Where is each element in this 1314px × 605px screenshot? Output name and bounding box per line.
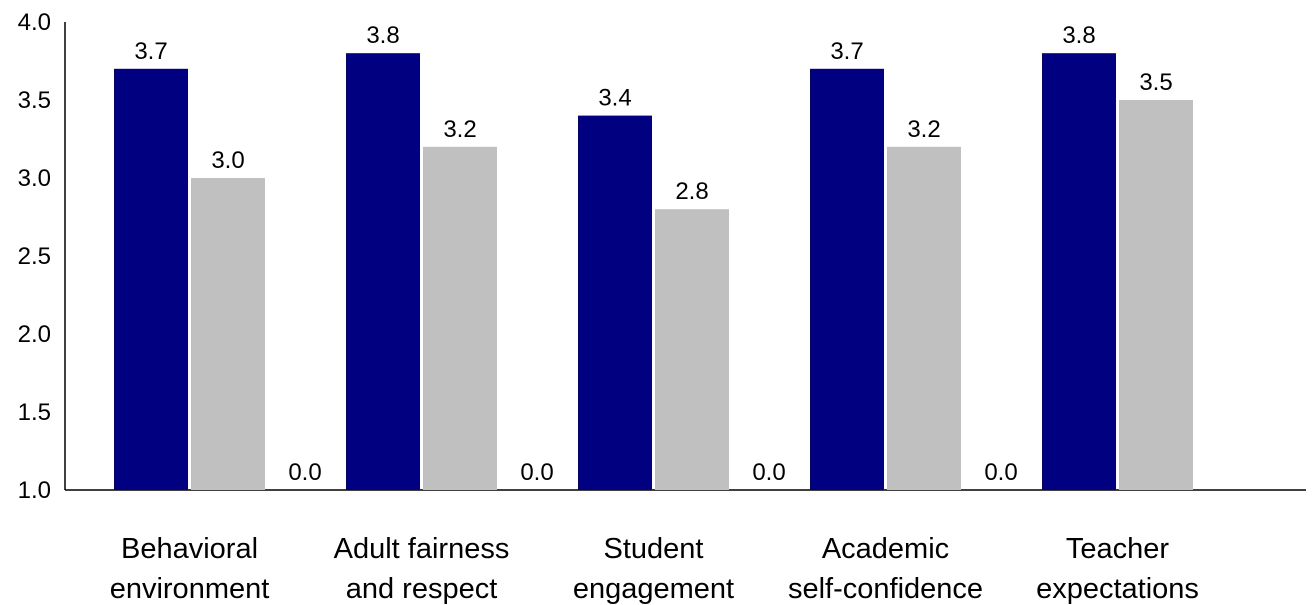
bar-0-0 [114,68,188,491]
value-label-3-2: 0.0 [984,459,1017,486]
bar-4-1 [1119,100,1193,490]
value-label-1-2: 0.0 [520,459,553,486]
value-label-0-1: 3.0 [211,147,244,174]
category-label-3-1: self-confidence [788,573,983,605]
category-label-4-1: expectations [1036,573,1199,605]
bar-2-1 [655,209,729,490]
value-label-1-1: 3.2 [443,116,476,143]
value-label-3-1: 3.2 [907,116,940,143]
category-label-2-1: engagement [573,573,734,605]
y-tick-label-1: 1.5 [18,399,51,426]
category-label-1-1: and respect [346,573,498,605]
value-label-1-0: 3.8 [366,22,399,49]
y-tick-label-4: 3.0 [18,165,51,192]
bars-group [114,53,1193,491]
y-axis-ticks: 1.0 1.5 2.0 2.5 3.0 3.5 4.0 [18,9,51,504]
bar-0-1 [191,178,265,490]
category-labels-group: Behavioral environment Adult fairness and r… [110,533,1199,605]
category-label-0-0: Behavioral [121,533,258,565]
bar-3-0 [810,68,884,491]
value-label-4-0: 3.8 [1062,22,1095,49]
category-label-1-0: Adult fairness [334,533,510,565]
value-labels-group: 3.7 3.0 0.0 3.8 3.2 0.0 3.4 2.8 0.0 3.7 3.2 0.0 3.8 3… [134,22,1172,486]
bar-2-0 [578,115,652,490]
category-label-4-0: Teacher [1066,533,1170,565]
y-tick-label-6: 4.0 [18,9,51,36]
value-label-2-0: 3.4 [598,85,631,112]
bar-1-1 [423,146,497,491]
category-label-3-0: Academic [822,533,949,565]
y-tick-label-3: 2.5 [18,243,51,270]
value-label-0-0: 3.7 [134,38,167,65]
bar-3-1 [887,146,961,491]
value-label-3-0: 3.7 [830,38,863,65]
value-label-2-2: 0.0 [752,459,785,486]
y-tick-label-2: 2.0 [18,321,51,348]
category-label-2-0: Student [604,533,704,565]
value-label-4-1: 3.5 [1139,69,1172,96]
category-label-0-1: environment [110,573,270,605]
y-tick-label-0: 1.0 [18,477,51,504]
value-label-2-1: 2.8 [675,178,708,205]
y-tick-label-5: 3.5 [18,87,51,114]
value-label-0-2: 0.0 [288,459,321,486]
bar-4-0 [1042,53,1116,490]
bar-1-0 [346,53,420,490]
